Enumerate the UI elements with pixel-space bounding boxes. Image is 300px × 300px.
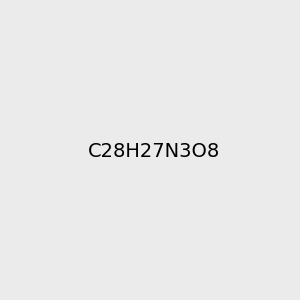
Text: C28H27N3O8: C28H27N3O8 — [88, 142, 220, 161]
